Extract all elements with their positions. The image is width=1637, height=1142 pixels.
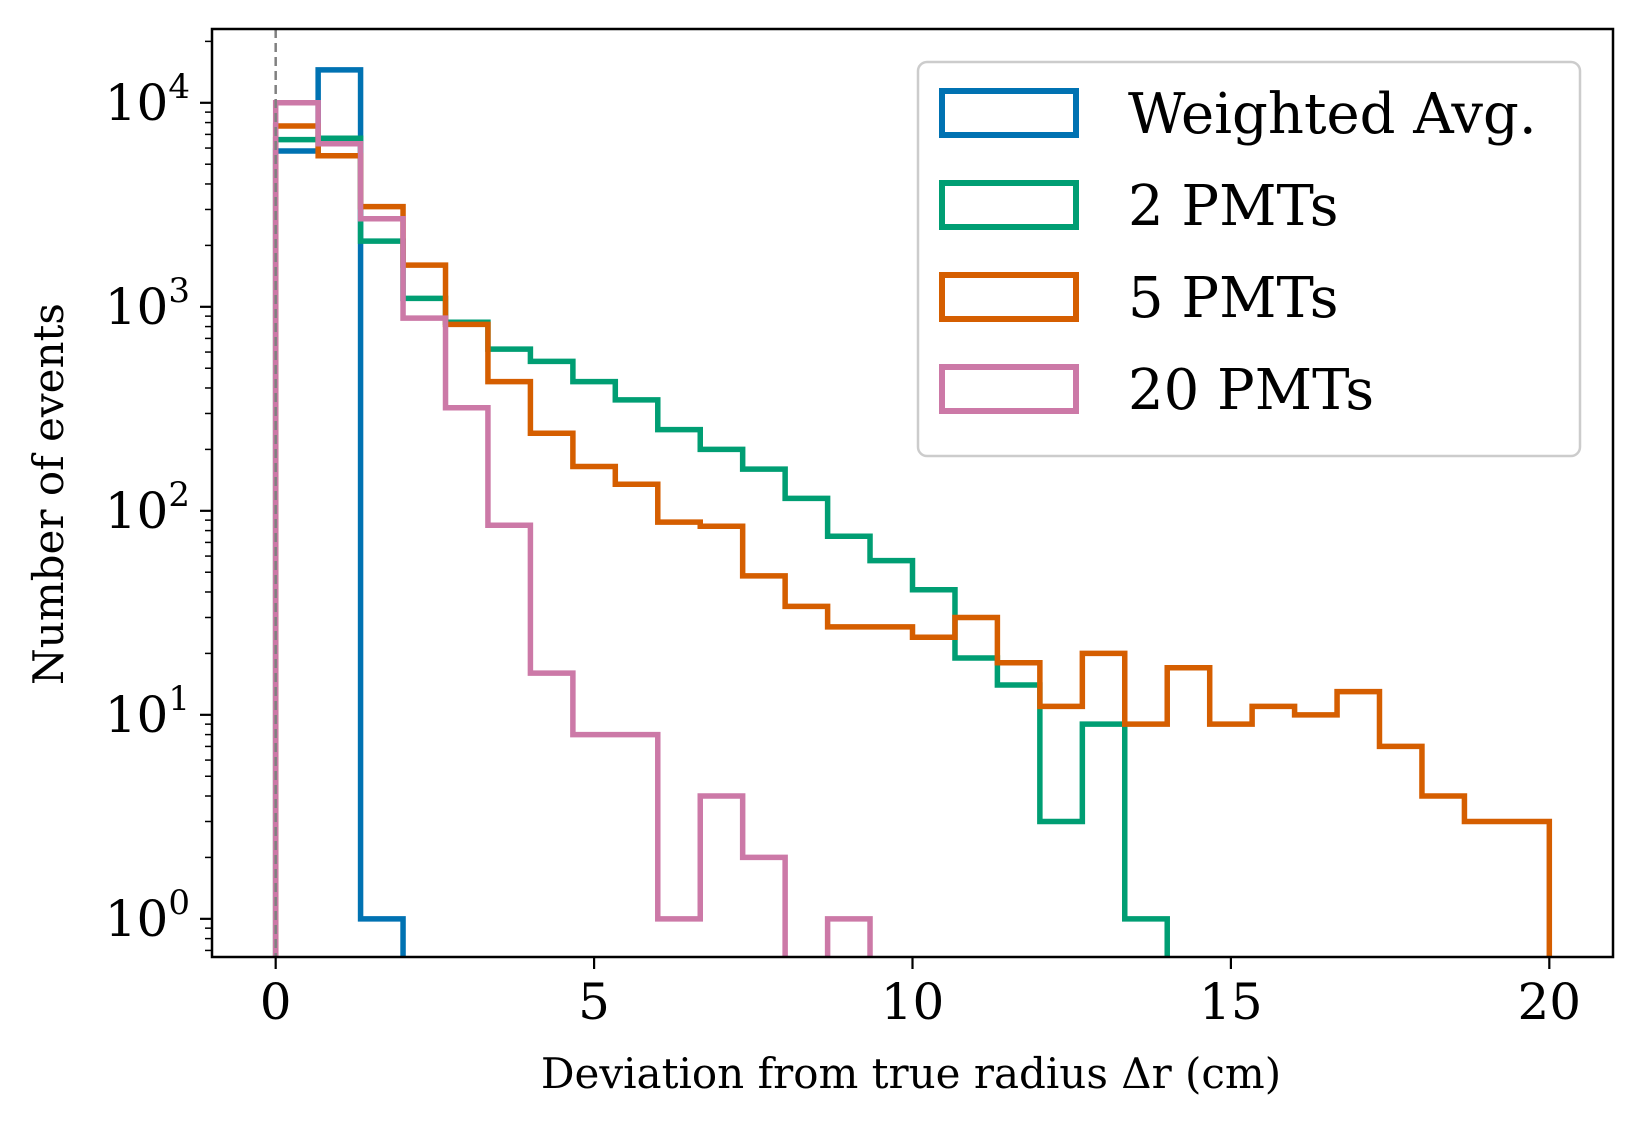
x-tick-label: 0 — [260, 973, 292, 1031]
x-tick-label: 20 — [1518, 973, 1582, 1031]
x-axis-title: Deviation from true radius Δr (cm) — [541, 1049, 1281, 1098]
series-3-step-line — [272, 100, 873, 957]
series-0-step-line — [272, 67, 406, 957]
legend-label-2: 5 PMTs — [1128, 266, 1338, 331]
legend-label-1: 2 PMTs — [1128, 174, 1338, 239]
x-axis-ticks: 0 5 10 15 20 — [260, 957, 1581, 1031]
legend-swatch-2 — [939, 272, 1079, 322]
legend-swatch-3 — [939, 364, 1079, 414]
y-tick-label: 100 — [105, 883, 190, 948]
x-tick-label: 15 — [1199, 973, 1263, 1031]
legend-frame — [916, 60, 1582, 458]
legend-label-0: Weighted Avg. — [1128, 82, 1537, 147]
legend-swatch-1 — [939, 180, 1079, 230]
x-tick-label: 5 — [578, 973, 610, 1031]
series-2-step-line — [272, 123, 1553, 957]
y-tick-label: 104 — [105, 67, 190, 132]
y-axis-title: Number of events — [24, 303, 73, 685]
series-1-step-line — [272, 135, 1170, 957]
y-axis-ticks: 100 101 102 103 104 — [105, 40, 212, 952]
y-tick-label: 102 — [105, 475, 190, 540]
legend-label-3: 20 PMTs — [1128, 358, 1374, 423]
legend: Weighted Avg. 2 PMTs 5 PMTs 20 PMTs — [916, 60, 1582, 458]
y-tick-label: 103 — [105, 271, 190, 336]
series-layer — [272, 67, 1553, 957]
y-tick-label: 101 — [105, 679, 190, 744]
x-tick-label: 10 — [881, 973, 945, 1031]
legend-swatch-0 — [939, 88, 1079, 138]
